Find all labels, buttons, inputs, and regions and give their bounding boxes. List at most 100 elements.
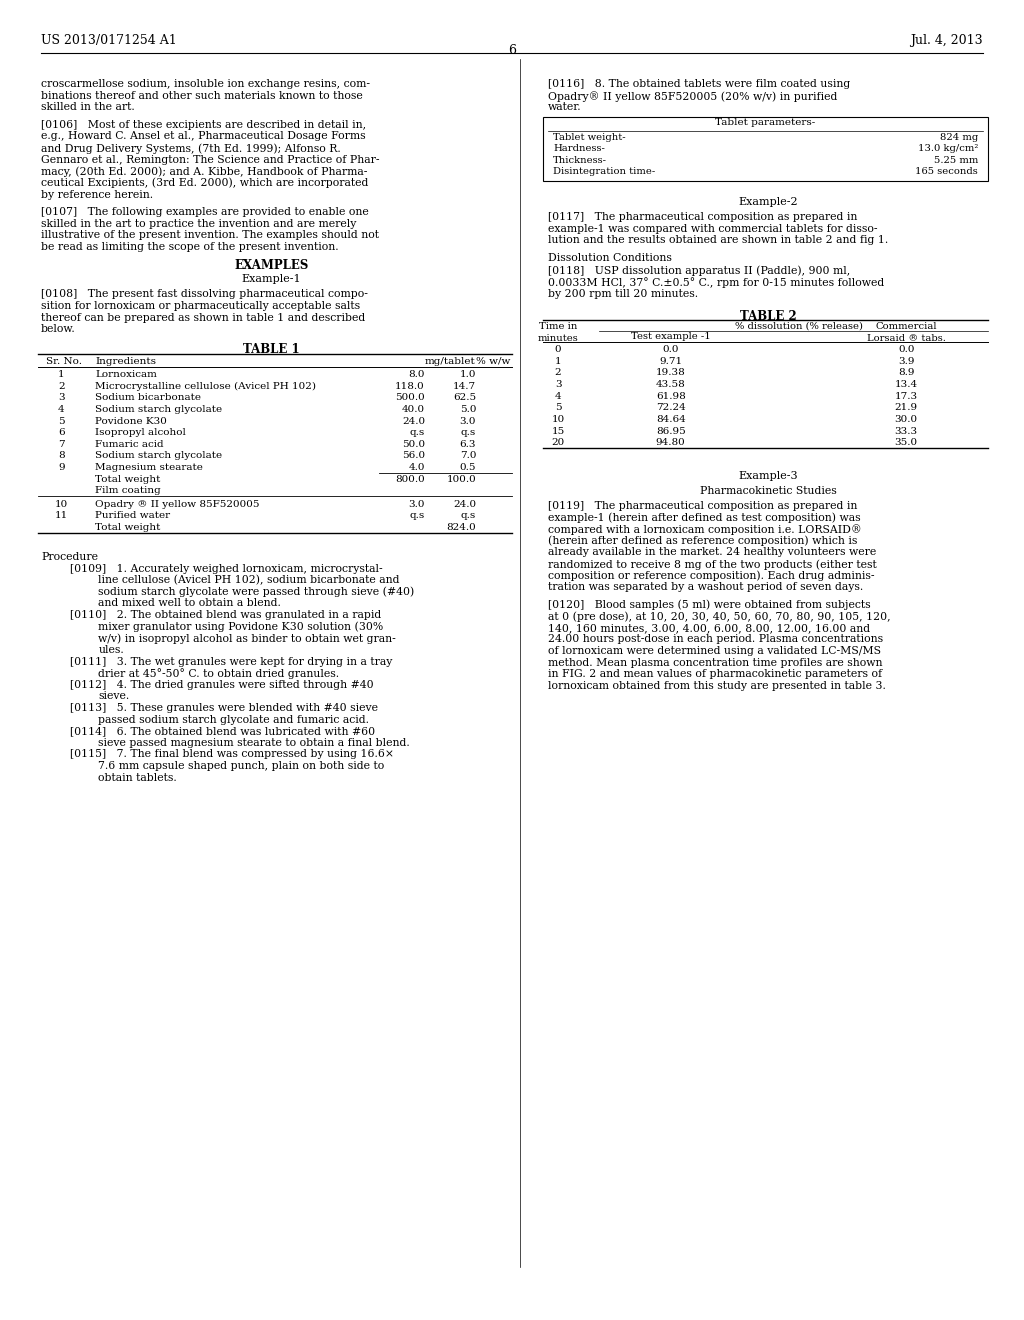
Text: 165 seconds: 165 seconds xyxy=(915,168,978,177)
Text: Lornoxicam: Lornoxicam xyxy=(95,370,157,379)
Text: 0.0: 0.0 xyxy=(663,346,679,354)
Text: 5: 5 xyxy=(58,417,65,425)
Text: mixer granulator using Povidone K30 solution (30%: mixer granulator using Povidone K30 solu… xyxy=(98,622,384,632)
Text: % w/w: % w/w xyxy=(476,356,511,366)
Text: 40.0: 40.0 xyxy=(401,405,425,414)
Bar xyxy=(543,117,988,181)
Text: 20: 20 xyxy=(552,438,564,447)
Text: Tablet parameters-: Tablet parameters- xyxy=(716,117,815,127)
Text: Dissolution Conditions: Dissolution Conditions xyxy=(548,253,672,263)
Text: q.s: q.s xyxy=(461,511,476,520)
Text: 30.0: 30.0 xyxy=(895,414,918,424)
Text: (herein after defined as reference composition) which is: (herein after defined as reference compo… xyxy=(548,536,857,546)
Text: Lorsaid ® tabs.: Lorsaid ® tabs. xyxy=(866,334,946,343)
Text: 0.5: 0.5 xyxy=(460,463,476,473)
Text: [0115]   7. The final blend was compressed by using 16.6×: [0115] 7. The final blend was compressed… xyxy=(70,750,393,759)
Text: TABLE 1: TABLE 1 xyxy=(243,343,300,356)
Text: macy, (20th Ed. 2000); and A. Kibbe, Handbook of Pharma-: macy, (20th Ed. 2000); and A. Kibbe, Han… xyxy=(41,166,368,177)
Text: below.: below. xyxy=(41,325,76,334)
Text: Disintegration time-: Disintegration time- xyxy=(553,168,655,177)
Text: 1: 1 xyxy=(555,356,561,366)
Text: binations thereof and other such materials known to those: binations thereof and other such materia… xyxy=(41,91,362,100)
Text: Time in: Time in xyxy=(539,322,578,331)
Text: 7: 7 xyxy=(58,440,65,449)
Text: [0114]   6. The obtained blend was lubricated with #60: [0114] 6. The obtained blend was lubrica… xyxy=(70,726,375,737)
Text: [0110]   2. The obtained blend was granulated in a rapid: [0110] 2. The obtained blend was granula… xyxy=(70,610,381,620)
Text: thereof can be prepared as shown in table 1 and described: thereof can be prepared as shown in tabl… xyxy=(41,313,366,322)
Text: sieve passed magnesium stearate to obtain a final blend.: sieve passed magnesium stearate to obtai… xyxy=(98,738,410,748)
Text: Ingredients: Ingredients xyxy=(95,356,157,366)
Text: Sodium starch glycolate: Sodium starch glycolate xyxy=(95,405,222,414)
Text: minutes: minutes xyxy=(538,334,579,343)
Text: 1: 1 xyxy=(58,370,65,379)
Text: and Drug Delivery Systems, (7th Ed. 1999); Alfonso R.: and Drug Delivery Systems, (7th Ed. 1999… xyxy=(41,143,341,153)
Text: passed sodium starch glycolate and fumaric acid.: passed sodium starch glycolate and fumar… xyxy=(98,714,370,725)
Text: sieve.: sieve. xyxy=(98,692,130,701)
Text: Hardness-: Hardness- xyxy=(553,144,605,153)
Text: q.s: q.s xyxy=(410,428,425,437)
Text: 824.0: 824.0 xyxy=(446,523,476,532)
Text: by 200 rpm till 20 minutes.: by 200 rpm till 20 minutes. xyxy=(548,289,698,298)
Text: Sodium bicarbonate: Sodium bicarbonate xyxy=(95,393,202,403)
Text: 4: 4 xyxy=(555,392,561,401)
Text: line cellulose (Avicel PH 102), sodium bicarbonate and: line cellulose (Avicel PH 102), sodium b… xyxy=(98,576,399,586)
Text: Film coating: Film coating xyxy=(95,486,161,495)
Text: 8.9: 8.9 xyxy=(898,368,914,378)
Text: 500.0: 500.0 xyxy=(395,393,425,403)
Text: e.g., Howard C. Ansel et al., Pharmaceutical Dosage Forms: e.g., Howard C. Ansel et al., Pharmaceut… xyxy=(41,132,366,141)
Text: 10: 10 xyxy=(55,500,68,508)
Text: 9: 9 xyxy=(58,463,65,473)
Text: be read as limiting the scope of the present invention.: be read as limiting the scope of the pre… xyxy=(41,242,339,252)
Text: 6.3: 6.3 xyxy=(460,440,476,449)
Text: 61.98: 61.98 xyxy=(655,392,686,401)
Text: drier at 45°-50° C. to obtain dried granules.: drier at 45°-50° C. to obtain dried gran… xyxy=(98,668,339,678)
Text: 33.3: 33.3 xyxy=(895,426,918,436)
Text: Povidone K30: Povidone K30 xyxy=(95,417,167,425)
Text: [0113]   5. These granules were blended with #40 sieve: [0113] 5. These granules were blended wi… xyxy=(70,704,378,713)
Text: 100.0: 100.0 xyxy=(446,475,476,483)
Text: ules.: ules. xyxy=(98,645,124,655)
Text: Isopropyl alcohol: Isopropyl alcohol xyxy=(95,428,186,437)
Text: w/v) in isopropyl alcohol as binder to obtain wet gran-: w/v) in isopropyl alcohol as binder to o… xyxy=(98,634,396,644)
Text: 11: 11 xyxy=(55,511,68,520)
Text: [0118]   USP dissolution apparatus II (Paddle), 900 ml,: [0118] USP dissolution apparatus II (Pad… xyxy=(548,265,850,276)
Text: 0: 0 xyxy=(555,346,561,354)
Text: [0107]   The following examples are provided to enable one: [0107] The following examples are provid… xyxy=(41,207,369,216)
Text: 43.58: 43.58 xyxy=(655,380,686,389)
Text: Opadry ® II yellow 85F520005: Opadry ® II yellow 85F520005 xyxy=(95,500,260,508)
Text: of lornoxicam were determined using a validated LC-MS/MS: of lornoxicam were determined using a va… xyxy=(548,645,881,656)
Text: [0116]   8. The obtained tablets were film coated using: [0116] 8. The obtained tablets were film… xyxy=(548,79,850,90)
Text: 5: 5 xyxy=(555,404,561,412)
Text: Microcrystalline cellulose (Avicel PH 102): Microcrystalline cellulose (Avicel PH 10… xyxy=(95,381,316,391)
Text: 1.0: 1.0 xyxy=(460,370,476,379)
Text: Procedure: Procedure xyxy=(41,552,98,562)
Text: 0.0033M HCl, 37° C.±0.5° C., rpm for 0-15 minutes followed: 0.0033M HCl, 37° C.±0.5° C., rpm for 0-1… xyxy=(548,277,884,288)
Text: 3: 3 xyxy=(58,393,65,403)
Text: 10: 10 xyxy=(552,414,564,424)
Text: 72.24: 72.24 xyxy=(655,404,686,412)
Text: croscarmellose sodium, insoluble ion exchange resins, com-: croscarmellose sodium, insoluble ion exc… xyxy=(41,79,370,90)
Text: lornoxicam obtained from this study are presented in table 3.: lornoxicam obtained from this study are … xyxy=(548,681,886,690)
Text: Pharmacokinetic Studies: Pharmacokinetic Studies xyxy=(699,486,837,496)
Text: TABLE 2: TABLE 2 xyxy=(739,310,797,323)
Text: example-1 was compared with commercial tablets for disso-: example-1 was compared with commercial t… xyxy=(548,224,878,234)
Text: Test example -1: Test example -1 xyxy=(631,331,711,341)
Text: 56.0: 56.0 xyxy=(401,451,425,461)
Text: [0106]   Most of these excipients are described in detail in,: [0106] Most of these excipients are desc… xyxy=(41,120,367,129)
Text: [0111]   3. The wet granules were kept for drying in a tray: [0111] 3. The wet granules were kept for… xyxy=(70,656,392,667)
Text: sition for lornoxicam or pharmaceutically acceptable salts: sition for lornoxicam or pharmaceuticall… xyxy=(41,301,360,312)
Text: 13.4: 13.4 xyxy=(895,380,918,389)
Text: Tablet weight-: Tablet weight- xyxy=(553,132,626,141)
Text: ceutical Excipients, (3rd Ed. 2000), which are incorporated: ceutical Excipients, (3rd Ed. 2000), whi… xyxy=(41,178,369,189)
Text: example-1 (herein after defined as test composition) was: example-1 (herein after defined as test … xyxy=(548,512,860,523)
Text: 17.3: 17.3 xyxy=(895,392,918,401)
Text: 3.0: 3.0 xyxy=(460,417,476,425)
Text: sodium starch glycolate were passed through sieve (#40): sodium starch glycolate were passed thro… xyxy=(98,587,415,598)
Text: 62.5: 62.5 xyxy=(453,393,476,403)
Text: q.s: q.s xyxy=(410,511,425,520)
Text: Sr. No.: Sr. No. xyxy=(46,356,82,366)
Text: 6: 6 xyxy=(58,428,65,437)
Text: mg/tablet: mg/tablet xyxy=(425,356,476,366)
Text: Jul. 4, 2013: Jul. 4, 2013 xyxy=(910,34,983,48)
Text: Example-1: Example-1 xyxy=(242,275,301,284)
